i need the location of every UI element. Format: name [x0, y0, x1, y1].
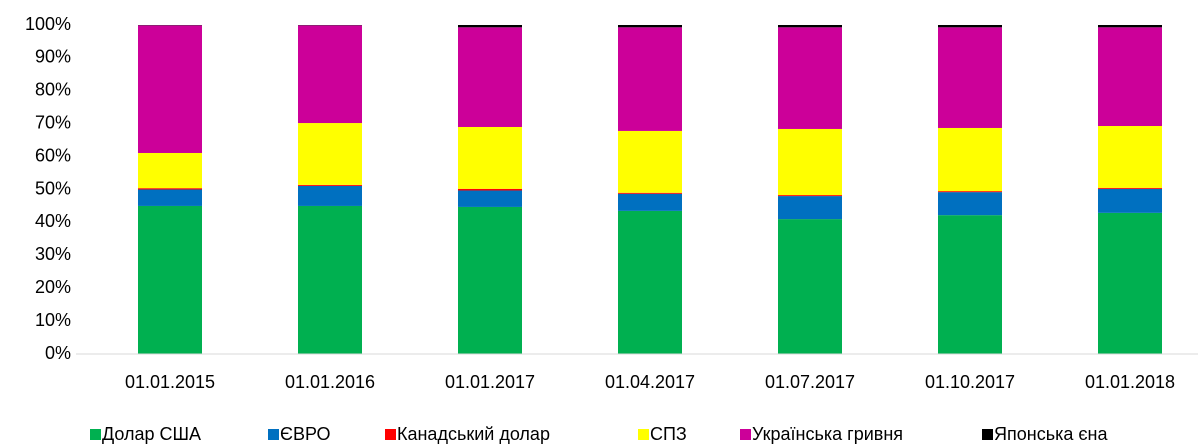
y-tick-label: 40% — [35, 211, 71, 231]
legend-swatch — [740, 429, 751, 440]
bar-segment — [938, 27, 1002, 128]
legend-label: ЄВРО — [280, 424, 331, 444]
x-tick-label: 01.10.2017 — [925, 372, 1015, 392]
bar-segment — [618, 210, 682, 354]
bar-segment — [1098, 25, 1162, 28]
legend-swatch — [268, 429, 279, 440]
bar-segment — [618, 25, 682, 28]
y-tick-label: 100% — [25, 14, 71, 34]
legend-swatch — [982, 429, 993, 440]
bar-segment — [778, 27, 842, 129]
bar-segment — [298, 184, 362, 186]
y-tick-label: 10% — [35, 310, 71, 330]
bar-segment — [298, 205, 362, 354]
legend-swatch — [90, 429, 101, 440]
bar-segment — [298, 185, 362, 206]
bar-segment — [458, 27, 522, 127]
bar-segment — [618, 27, 682, 131]
legend-swatch — [638, 429, 649, 440]
x-tick-label: 01.01.2018 — [1085, 372, 1175, 392]
bar-segment — [458, 188, 522, 191]
bar-segment — [298, 25, 362, 124]
bar-segment — [298, 123, 362, 185]
y-tick-label: 30% — [35, 244, 71, 264]
legend-label: СПЗ — [650, 424, 687, 444]
x-tick-label: 01.01.2016 — [285, 372, 375, 392]
legend-label: Долар США — [102, 424, 201, 444]
bar-segment — [138, 205, 202, 354]
bar-segment — [1098, 126, 1162, 188]
bar-segment — [458, 206, 522, 354]
y-tick-label: 50% — [35, 178, 71, 198]
bar-segment — [1098, 212, 1162, 354]
bar-segment — [778, 195, 842, 197]
x-tick-label: 01.04.2017 — [605, 372, 695, 392]
bar-segment — [138, 189, 202, 206]
bar-segment — [138, 188, 202, 190]
bar-segment — [138, 152, 202, 189]
bar-segment — [458, 25, 522, 28]
x-tick-label: 01.01.2017 — [445, 372, 535, 392]
y-tick-label: 80% — [35, 80, 71, 100]
x-tick-label: 01.07.2017 — [765, 372, 855, 392]
y-tick-label: 60% — [35, 145, 71, 165]
bar-segment — [778, 196, 842, 220]
bar-segment — [1098, 187, 1162, 189]
bar-segment — [938, 215, 1002, 354]
bar-segment — [938, 127, 1002, 192]
bar-segment — [1098, 188, 1162, 213]
bar-segment — [1098, 27, 1162, 127]
bar-segment — [618, 192, 682, 194]
bar-segment — [938, 191, 1002, 193]
y-tick-label: 70% — [35, 112, 71, 132]
legend-label: Канадський долар — [397, 424, 550, 444]
bar-segment — [458, 190, 522, 207]
bar-segment — [938, 192, 1002, 216]
legend-label: Японська єна — [994, 424, 1108, 444]
legend-swatch — [385, 429, 396, 440]
bar-segment — [938, 25, 1002, 28]
bar-segment — [458, 126, 522, 189]
bar-segment — [138, 25, 202, 153]
bar-segment — [778, 128, 842, 196]
bar-segment — [778, 25, 842, 28]
x-tick-label: 01.01.2015 — [125, 372, 215, 392]
bar-segment — [618, 193, 682, 211]
bar-segment — [618, 130, 682, 193]
y-tick-label: 20% — [35, 277, 71, 297]
y-tick-label: 90% — [35, 47, 71, 67]
y-tick-label: 0% — [45, 343, 71, 363]
legend-label: Українська гривня — [752, 424, 903, 444]
bar-segment — [778, 219, 842, 354]
